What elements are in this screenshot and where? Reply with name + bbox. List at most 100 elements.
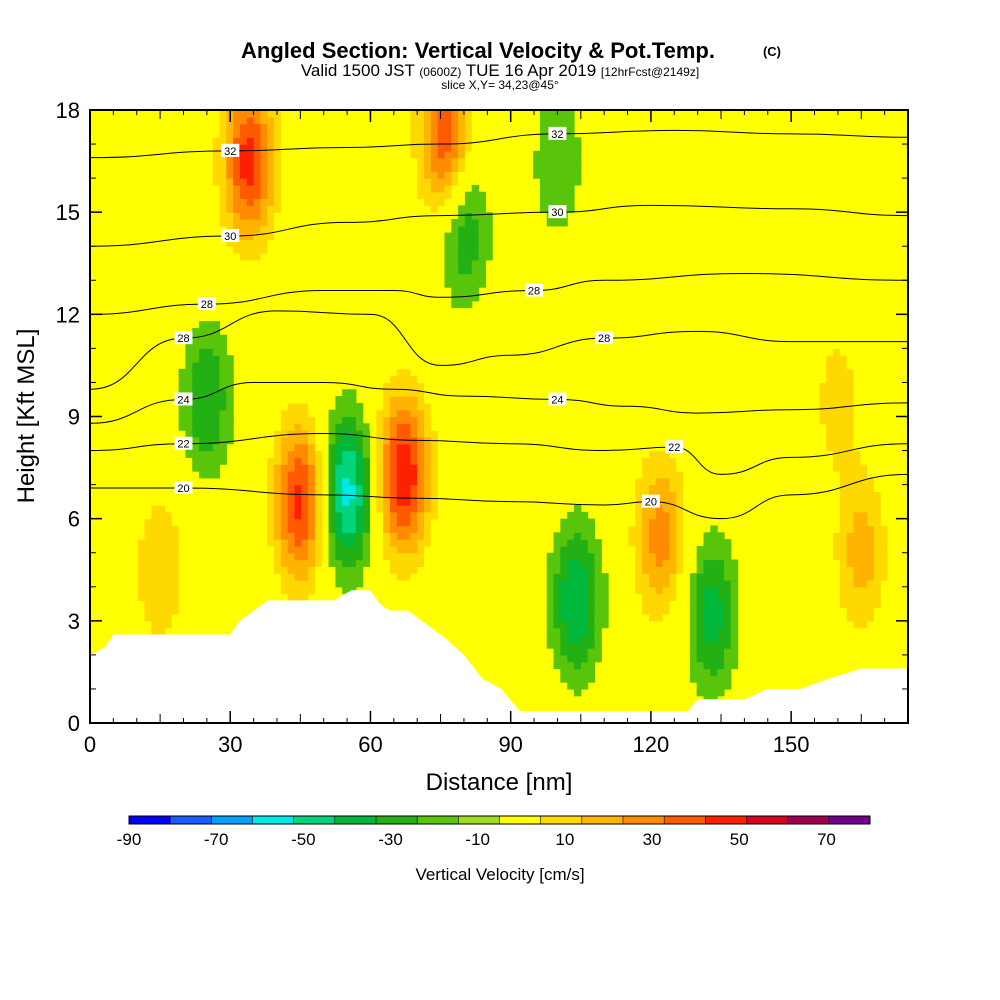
velocity-cell bbox=[103, 600, 112, 608]
velocity-cell bbox=[635, 457, 643, 465]
velocity-cell bbox=[873, 389, 882, 397]
velocity-cell bbox=[314, 579, 323, 588]
velocity-cell bbox=[103, 532, 112, 540]
velocity-cell bbox=[205, 614, 214, 622]
velocity-cell bbox=[867, 314, 875, 322]
velocity-cell bbox=[819, 532, 827, 540]
velocity-cell bbox=[901, 450, 908, 458]
velocity-cell bbox=[798, 396, 807, 404]
velocity-cell bbox=[580, 620, 589, 629]
velocity-cell bbox=[403, 579, 411, 588]
velocity-cell bbox=[164, 627, 173, 636]
velocity-cell bbox=[478, 600, 486, 608]
velocity-cell bbox=[717, 559, 725, 567]
velocity-cell bbox=[260, 327, 268, 336]
velocity-cell bbox=[819, 566, 827, 574]
velocity-cell bbox=[894, 566, 902, 574]
velocity-cell bbox=[430, 620, 439, 629]
velocity-cell bbox=[608, 362, 616, 370]
velocity-cell bbox=[798, 348, 807, 356]
velocity-cell bbox=[417, 600, 425, 608]
velocity-cell bbox=[635, 314, 643, 322]
velocity-cell bbox=[751, 348, 759, 356]
velocity-cell bbox=[860, 362, 868, 370]
velocity-cell bbox=[90, 443, 98, 452]
velocity-cell bbox=[676, 423, 684, 431]
velocity-cell bbox=[819, 573, 827, 581]
velocity-cell bbox=[444, 518, 452, 527]
velocity-cell bbox=[642, 661, 650, 670]
velocity-cell bbox=[662, 552, 671, 561]
velocity-cell bbox=[833, 423, 841, 431]
velocity-cell bbox=[226, 355, 234, 363]
velocity-cell bbox=[185, 600, 193, 608]
velocity-cell bbox=[621, 518, 630, 527]
velocity-cell bbox=[785, 545, 793, 554]
velocity-cell bbox=[764, 334, 773, 343]
velocity-cell bbox=[267, 511, 275, 520]
velocity-cell bbox=[342, 579, 350, 588]
velocity-cell bbox=[389, 402, 398, 411]
velocity-cell bbox=[376, 579, 384, 588]
velocity-cell bbox=[860, 375, 868, 384]
velocity-cell bbox=[471, 457, 480, 465]
velocity-cell bbox=[137, 593, 146, 601]
velocity-cell bbox=[846, 470, 855, 479]
velocity-cell bbox=[424, 396, 432, 404]
velocity-cell bbox=[355, 464, 364, 472]
velocity-cell bbox=[117, 368, 125, 377]
velocity-cell bbox=[239, 552, 248, 561]
velocity-cell bbox=[669, 505, 677, 513]
velocity-cell bbox=[403, 389, 411, 397]
velocity-cell bbox=[137, 498, 146, 506]
velocity-cell bbox=[464, 491, 473, 499]
velocity-cell bbox=[642, 443, 650, 452]
velocity-cell bbox=[301, 416, 309, 424]
velocity-cell bbox=[124, 586, 132, 595]
velocity-cell bbox=[267, 450, 275, 458]
velocity-cell bbox=[219, 368, 227, 377]
velocity-cell bbox=[628, 348, 636, 356]
velocity-cell bbox=[417, 593, 425, 601]
velocity-cell bbox=[103, 511, 112, 520]
velocity-cell bbox=[410, 491, 418, 499]
velocity-cell bbox=[424, 457, 432, 465]
velocity-cell bbox=[260, 525, 268, 533]
velocity-cell bbox=[389, 450, 398, 458]
velocity-cell bbox=[321, 573, 330, 581]
velocity-cell bbox=[287, 457, 296, 465]
velocity-cell bbox=[642, 402, 650, 411]
velocity-cell bbox=[260, 579, 268, 588]
velocity-cell bbox=[642, 362, 650, 370]
velocity-cell bbox=[151, 532, 159, 540]
velocity-cell bbox=[860, 627, 868, 636]
velocity-cell bbox=[246, 498, 255, 506]
velocity-cell bbox=[655, 321, 664, 329]
velocity-cell bbox=[703, 688, 711, 697]
velocity-cell bbox=[192, 586, 200, 595]
velocity-cell bbox=[376, 430, 384, 438]
velocity-cell bbox=[267, 470, 275, 479]
velocity-cell bbox=[676, 362, 684, 370]
velocity-cell bbox=[185, 545, 193, 554]
velocity-cell bbox=[798, 614, 807, 622]
velocity-cell bbox=[676, 505, 684, 513]
velocity-cell bbox=[683, 545, 691, 554]
velocity-cell bbox=[178, 525, 187, 533]
velocity-cell bbox=[778, 362, 786, 370]
velocity-cell bbox=[887, 348, 895, 356]
velocity-cell bbox=[383, 539, 391, 547]
velocity-cell bbox=[826, 470, 834, 479]
velocity-cell bbox=[819, 505, 827, 513]
velocity-cell bbox=[771, 334, 780, 343]
velocity-cell bbox=[192, 430, 200, 438]
velocity-cell bbox=[355, 518, 364, 527]
velocity-cell bbox=[614, 539, 623, 547]
velocity-cell bbox=[621, 436, 630, 445]
velocity-cell bbox=[696, 450, 705, 458]
velocity-cell bbox=[594, 614, 602, 622]
velocity-cell bbox=[144, 545, 152, 554]
velocity-cell bbox=[717, 355, 725, 363]
velocity-cell bbox=[383, 600, 391, 608]
velocity-cell bbox=[635, 382, 643, 390]
